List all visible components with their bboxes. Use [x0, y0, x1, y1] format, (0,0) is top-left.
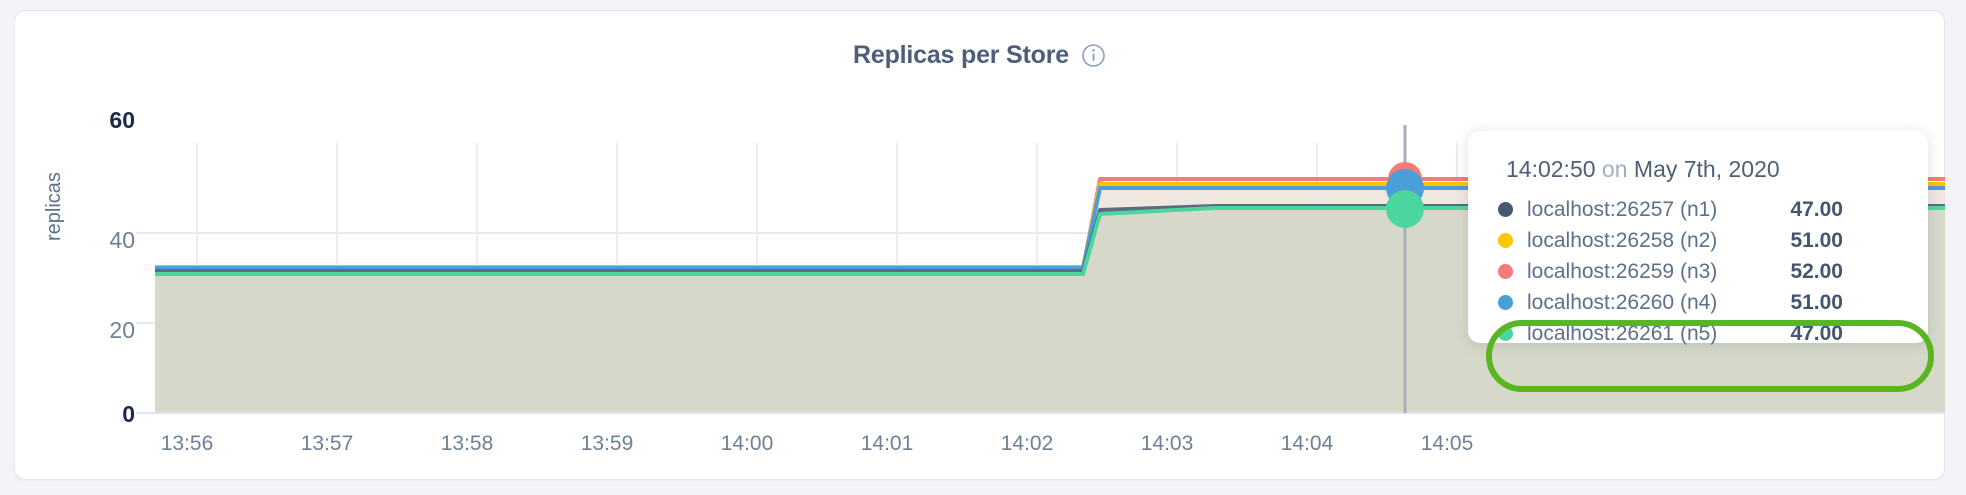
series-label: localhost:26257 (n1) — [1527, 197, 1718, 221]
hover-marker-n5 — [1386, 190, 1424, 228]
series-value: 47.00 — [1790, 321, 1843, 345]
tooltip-timestamp: 14:02:50 on May 7th, 2020 — [1506, 156, 1780, 183]
list-item: localhost:26259 (n3) 52.00 — [1498, 256, 1908, 287]
y-axis-label: replicas — [43, 172, 65, 241]
y-tick-60: 60 — [109, 107, 135, 133]
x-tick-4: 14:00 — [720, 432, 774, 455]
series-value: 51.00 — [1790, 228, 1843, 252]
info-circle-icon[interactable] — [1081, 43, 1106, 68]
y-tick-20: 20 — [109, 317, 135, 343]
series-line-n5 — [155, 206, 1945, 276]
series-color-dot — [1498, 264, 1513, 279]
series-value: 47.00 — [1790, 197, 1843, 221]
y-tick-40: 40 — [109, 227, 135, 253]
series-label: localhost:26258 (n2) — [1527, 228, 1718, 252]
hover-markers — [1386, 162, 1424, 228]
list-item: localhost:26260 (n4) 51.00 — [1498, 287, 1908, 318]
x-tick-9: 14:05 — [1420, 432, 1474, 455]
y-tick-0: 0 — [122, 401, 135, 427]
tooltip-series-list: localhost:26257 (n1) 47.00 localhost:262… — [1498, 194, 1908, 349]
tooltip-separator: on — [1601, 156, 1628, 182]
page-title: Replicas per Store — [853, 41, 1069, 69]
list-item: localhost:26261 (n5) 47.00 — [1498, 318, 1908, 349]
series-color-dot — [1498, 233, 1513, 248]
tooltip-date: May 7th, 2020 — [1633, 156, 1780, 182]
x-tick-7: 14:03 — [1140, 432, 1194, 455]
x-tick-1: 13:57 — [300, 432, 354, 455]
series-label: localhost:26260 (n4) — [1527, 290, 1718, 314]
series-color-dot — [1498, 202, 1513, 217]
series-label: localhost:26261 (n5) — [1527, 321, 1718, 345]
chart-header: Replicas per Store — [15, 41, 1944, 70]
series-color-dot — [1498, 295, 1513, 310]
x-tick-5: 14:01 — [860, 432, 914, 455]
x-tick-6: 14:02 — [1000, 432, 1054, 455]
x-tick-8: 14:04 — [1280, 432, 1334, 455]
series-label: localhost:26259 (n3) — [1527, 259, 1718, 283]
series-color-dot — [1498, 326, 1513, 341]
x-tick-0: 13:56 — [160, 432, 214, 455]
series-value: 52.00 — [1790, 259, 1843, 283]
tooltip-time: 14:02:50 — [1506, 156, 1596, 182]
list-item: localhost:26258 (n2) 51.00 — [1498, 225, 1908, 256]
x-tick-2: 13:58 — [440, 432, 494, 455]
list-item: localhost:26257 (n1) 47.00 — [1498, 194, 1908, 225]
chart-hover-tooltip: 14:02:50 on May 7th, 2020 localhost:2625… — [1468, 131, 1928, 345]
x-tick-3: 13:59 — [580, 432, 634, 455]
series-value: 51.00 — [1790, 290, 1843, 314]
